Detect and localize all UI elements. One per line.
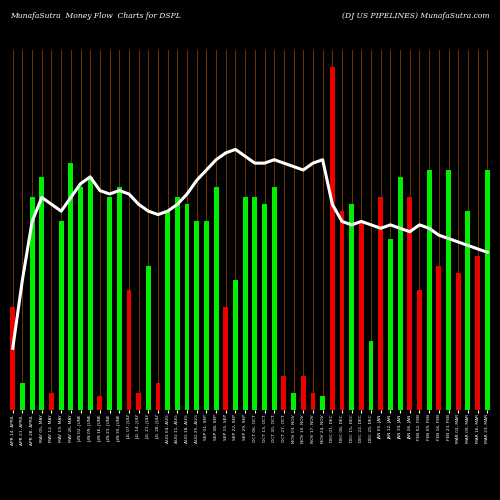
Bar: [485, 170, 490, 410]
Bar: [456, 273, 460, 410]
Bar: [58, 222, 64, 410]
Bar: [436, 266, 442, 410]
Bar: [184, 204, 190, 410]
Bar: [320, 396, 325, 410]
Bar: [224, 307, 228, 410]
Bar: [107, 198, 112, 410]
Bar: [466, 211, 470, 410]
Bar: [446, 170, 451, 410]
Bar: [233, 280, 238, 410]
Bar: [262, 204, 267, 410]
Bar: [330, 67, 334, 410]
Bar: [78, 187, 83, 410]
Text: MunafaSutra  Money Flow  Charts for DSPL: MunafaSutra Money Flow Charts for DSPL: [10, 12, 181, 20]
Bar: [175, 198, 180, 410]
Bar: [301, 376, 306, 410]
Bar: [68, 163, 73, 410]
Bar: [368, 342, 374, 410]
Bar: [378, 198, 383, 410]
Bar: [388, 238, 393, 410]
Bar: [40, 177, 44, 410]
Bar: [242, 198, 248, 410]
Bar: [408, 198, 412, 410]
Bar: [30, 198, 35, 410]
Bar: [20, 382, 25, 410]
Bar: [340, 211, 344, 410]
Bar: [282, 376, 286, 410]
Bar: [88, 177, 92, 410]
Bar: [291, 393, 296, 410]
Bar: [417, 290, 422, 410]
Bar: [272, 187, 276, 410]
Bar: [350, 204, 354, 410]
Bar: [49, 393, 54, 410]
Bar: [194, 222, 199, 410]
Bar: [156, 382, 160, 410]
Bar: [426, 170, 432, 410]
Bar: [146, 266, 150, 410]
Bar: [398, 177, 402, 410]
Bar: [214, 187, 218, 410]
Bar: [204, 222, 209, 410]
Bar: [117, 187, 121, 410]
Bar: [126, 290, 132, 410]
Text: (DJ US PIPELINES) MunafaSutra.com: (DJ US PIPELINES) MunafaSutra.com: [342, 12, 490, 20]
Bar: [359, 222, 364, 410]
Bar: [136, 393, 141, 410]
Bar: [310, 393, 316, 410]
Bar: [475, 256, 480, 410]
Bar: [166, 211, 170, 410]
Bar: [10, 307, 15, 410]
Bar: [252, 198, 258, 410]
Bar: [98, 396, 102, 410]
